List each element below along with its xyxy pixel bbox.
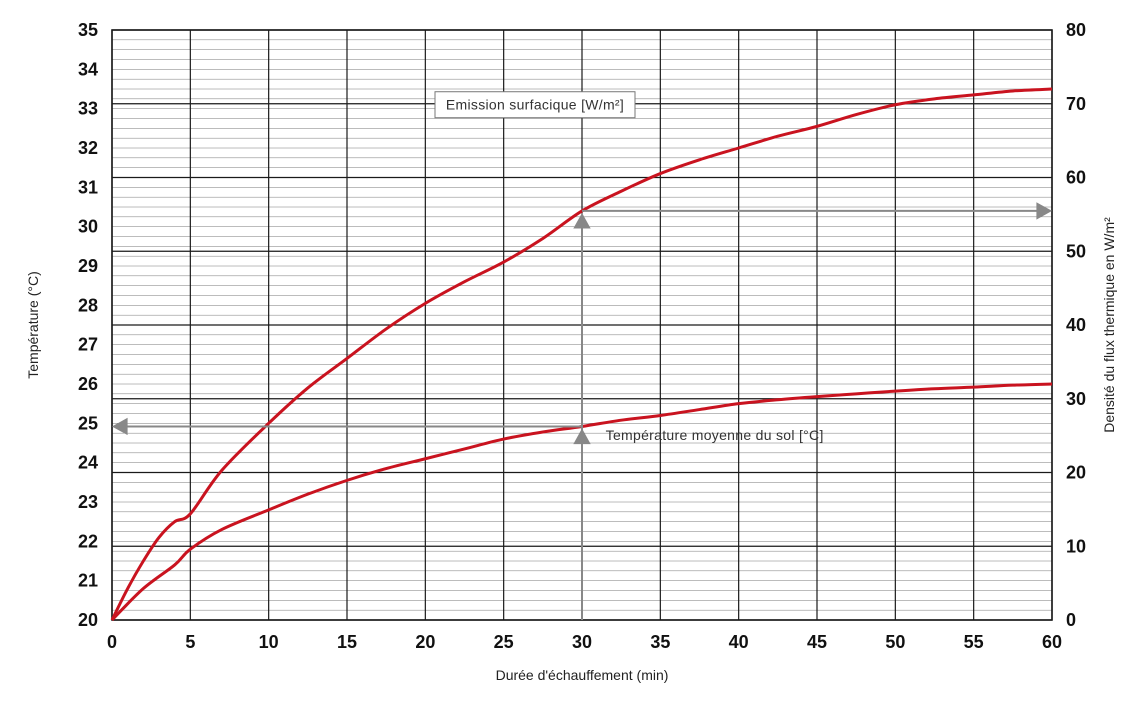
y-left-tick-label: 34 <box>78 59 98 79</box>
x-tick-label: 0 <box>107 632 117 652</box>
temperature-sol-annotation: Température moyenne du sol [°C] <box>606 427 824 443</box>
emission-annotation: Emission surfacique [W/m²] <box>446 97 624 113</box>
y-left-tick-label: 21 <box>78 571 98 591</box>
y-left-tick-label: 29 <box>78 256 98 276</box>
y-left-tick-label: 31 <box>78 177 98 197</box>
y-right-tick-label: 80 <box>1066 20 1086 40</box>
y-left-tick-label: 23 <box>78 492 98 512</box>
y-right-tick-label: 20 <box>1066 463 1086 483</box>
x-tick-label: 30 <box>572 632 592 652</box>
y-left-tick-label: 28 <box>78 295 98 315</box>
x-tick-label: 35 <box>650 632 670 652</box>
y-left-tick-label: 27 <box>78 335 98 355</box>
y-right-tick-label: 40 <box>1066 315 1086 335</box>
thermal-chart: 0 5 10 15 20 25 30 35 40 45 50 55 60 20 21 22 23 24 25 26 27… <box>0 0 1130 720</box>
x-tick-label: 50 <box>885 632 905 652</box>
x-tick-label: 40 <box>729 632 749 652</box>
x-tick-label: 45 <box>807 632 827 652</box>
x-tick-label: 15 <box>337 632 357 652</box>
y-left-tick-label: 22 <box>78 531 98 551</box>
y-left-tick-label: 25 <box>78 413 98 433</box>
x-tick-label: 5 <box>185 632 195 652</box>
x-tick-label: 60 <box>1042 632 1062 652</box>
x-axis-label: Durée d'échauffement (min) <box>496 667 669 683</box>
y-right-tick-label: 60 <box>1066 168 1086 188</box>
y-left-tick-label: 26 <box>78 374 98 394</box>
y-left-tick-label: 20 <box>78 610 98 630</box>
x-tick-label: 55 <box>964 632 984 652</box>
y-right-tick-label: 70 <box>1066 94 1086 114</box>
y-right-tick-label: 50 <box>1066 241 1086 261</box>
x-tick-label: 20 <box>415 632 435 652</box>
y-left-tick-label: 32 <box>78 138 98 158</box>
y-right-tick-label: 10 <box>1066 536 1086 556</box>
y-left-tick-label: 30 <box>78 217 98 237</box>
y-left-tick-label: 35 <box>78 20 98 40</box>
y-left-tick-label: 24 <box>78 453 98 473</box>
y-left-axis-label: Température (°C) <box>25 271 41 379</box>
chart-svg: 0 5 10 15 20 25 30 35 40 45 50 55 60 20 21 22 23 24 25 26 27… <box>0 0 1130 720</box>
y-left-tick-label: 33 <box>78 99 98 119</box>
x-tick-label: 10 <box>259 632 279 652</box>
x-tick-label: 25 <box>494 632 514 652</box>
y-right-axis-label: Densité du flux thermique en W/m² <box>1101 217 1117 433</box>
y-right-tick-label: 0 <box>1066 610 1076 630</box>
y-right-tick-label: 30 <box>1066 389 1086 409</box>
